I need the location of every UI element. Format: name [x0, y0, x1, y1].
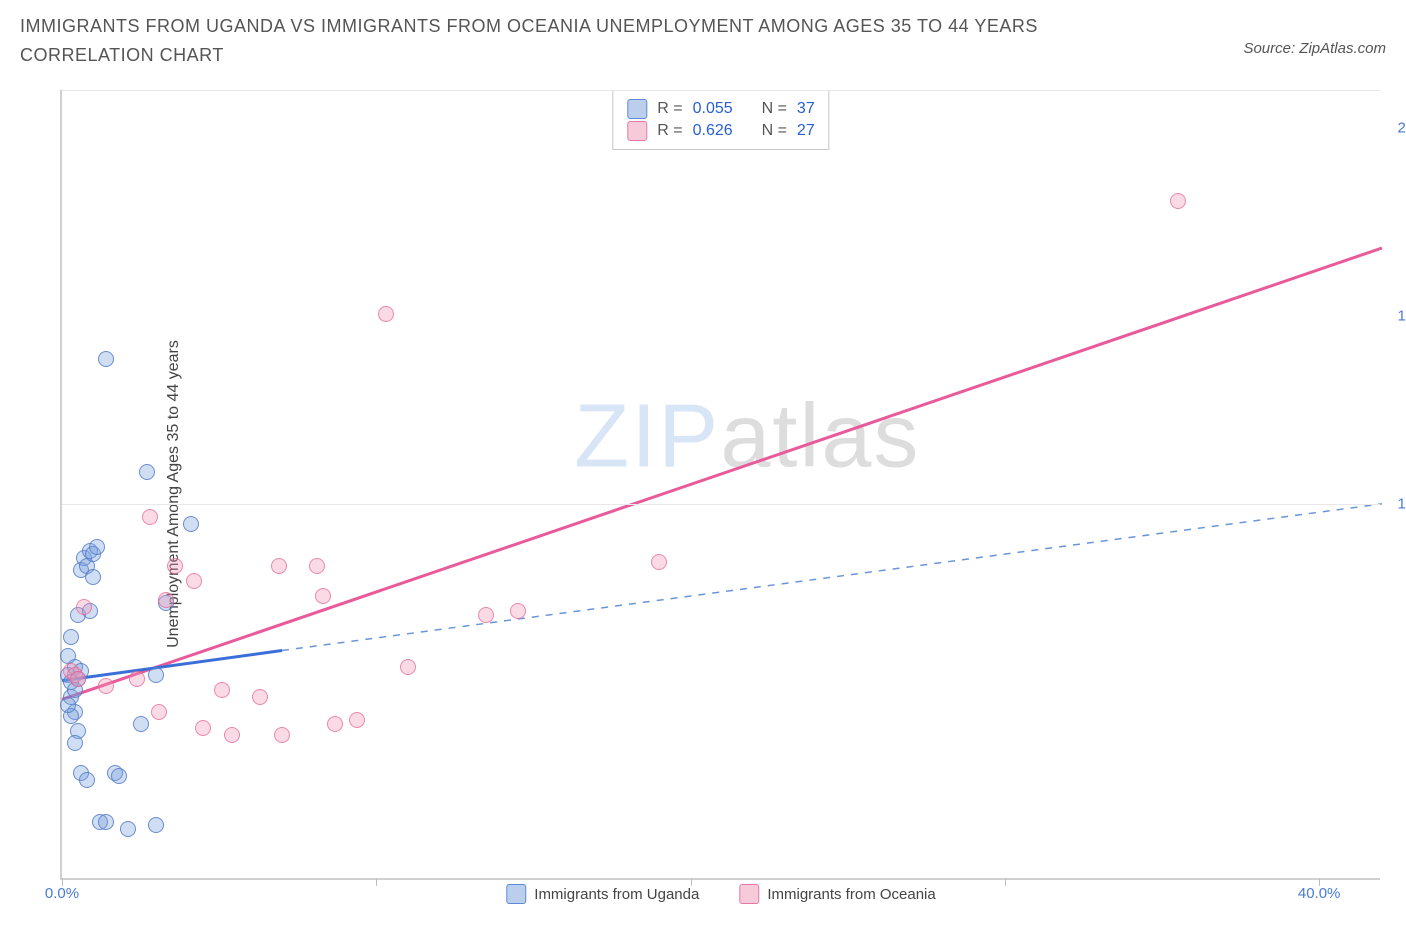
chart-title: IMMIGRANTS FROM UGANDA VS IMMIGRANTS FRO…	[20, 12, 1120, 70]
data-point	[315, 588, 331, 604]
r-value-b: 0.626	[693, 122, 733, 140]
swatch-pink-icon	[627, 121, 647, 141]
data-point	[195, 720, 211, 736]
data-point	[60, 648, 76, 664]
x-tick-label: 40.0%	[1298, 885, 1341, 902]
data-point	[327, 716, 343, 732]
data-point	[63, 629, 79, 645]
x-tick-mark	[376, 878, 377, 886]
data-point	[98, 351, 114, 367]
data-point	[148, 817, 164, 833]
source-attribution: Source: ZipAtlas.com	[1243, 40, 1386, 57]
data-point	[98, 678, 114, 694]
data-point	[85, 569, 101, 585]
bottom-legend: Immigrants from Uganda Immigrants from O…	[506, 884, 935, 904]
x-tick-label: 0.0%	[45, 885, 79, 902]
stats-row-a: R = 0.055 N = 37	[627, 99, 814, 119]
plot-area: ZIPatlas R = 0.055 N = 37 R = 0.626 N = …	[60, 90, 1380, 880]
watermark-zip: ZIP	[574, 386, 720, 486]
legend-swatch-blue-icon	[506, 884, 526, 904]
swatch-blue-icon	[627, 99, 647, 119]
data-point	[120, 821, 136, 837]
data-point	[142, 509, 158, 525]
data-point	[167, 558, 183, 574]
n-label-a: N =	[762, 100, 787, 118]
scatter-plot: Unemployment Among Ages 35 to 44 years Z…	[60, 90, 1380, 880]
n-value-a: 37	[797, 100, 815, 118]
stats-box: R = 0.055 N = 37 R = 0.626 N = 27	[612, 90, 829, 150]
legend-label-a: Immigrants from Uganda	[534, 886, 699, 903]
trend-line-a-dashed	[282, 504, 1382, 651]
stats-row-b: R = 0.626 N = 27	[627, 121, 814, 141]
x-tick-mark	[691, 878, 692, 886]
legend-item-a: Immigrants from Uganda	[506, 884, 699, 904]
data-point	[129, 671, 145, 687]
legend-item-b: Immigrants from Oceania	[739, 884, 935, 904]
data-point	[271, 558, 287, 574]
watermark-atlas: atlas	[720, 386, 920, 486]
data-point	[510, 603, 526, 619]
data-point	[378, 306, 394, 322]
data-point	[67, 735, 83, 751]
r-label-b: R =	[657, 122, 682, 140]
data-point	[478, 607, 494, 623]
h-gridline	[62, 504, 1380, 505]
data-point	[60, 697, 76, 713]
r-value-a: 0.055	[693, 100, 733, 118]
data-point	[214, 682, 230, 698]
data-point	[139, 464, 155, 480]
data-point	[158, 592, 174, 608]
watermark: ZIPatlas	[574, 385, 920, 488]
data-point	[133, 716, 149, 732]
data-point	[76, 599, 92, 615]
data-point	[98, 814, 114, 830]
data-point	[70, 671, 86, 687]
data-point	[651, 554, 667, 570]
data-point	[400, 659, 416, 675]
legend-swatch-pink-icon	[739, 884, 759, 904]
trend-lines	[62, 90, 1382, 880]
trend-line-b	[62, 248, 1382, 699]
data-point	[183, 516, 199, 532]
n-value-b: 27	[797, 122, 815, 140]
data-point	[186, 573, 202, 589]
data-point	[224, 727, 240, 743]
y-tick-label: 15.0%	[1397, 307, 1406, 324]
data-point	[274, 727, 290, 743]
trend-line-a-solid	[62, 651, 282, 681]
legend-label-b: Immigrants from Oceania	[767, 886, 935, 903]
data-point	[89, 539, 105, 555]
data-point	[111, 768, 127, 784]
n-label-b: N =	[762, 122, 787, 140]
r-label-a: R =	[657, 100, 682, 118]
data-point	[309, 558, 325, 574]
data-point	[252, 689, 268, 705]
data-point	[151, 704, 167, 720]
data-point	[79, 772, 95, 788]
data-point	[1170, 193, 1186, 209]
y-tick-label: 20.0%	[1397, 119, 1406, 136]
x-tick-mark	[1005, 878, 1006, 886]
h-gridline	[62, 90, 1380, 91]
data-point	[349, 712, 365, 728]
data-point	[148, 667, 164, 683]
y-tick-label: 10.0%	[1397, 495, 1406, 512]
